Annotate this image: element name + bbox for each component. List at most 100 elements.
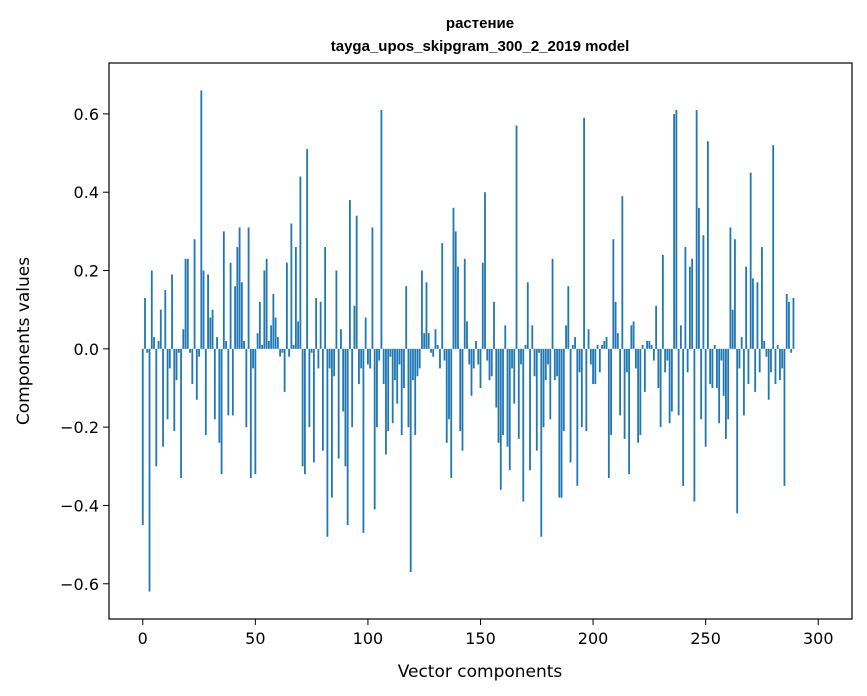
y-tick-label: 0.2 [74,262,99,281]
bar-130 [434,329,437,349]
bar-162 [506,348,509,447]
bar-69 [297,321,300,349]
bar-153 [486,348,489,361]
bar-265 [738,348,741,369]
bar-142 [461,348,464,451]
bar-203 [598,348,601,373]
bar-147 [472,348,475,369]
x-axis-ticks: 0 50 100 150 200 250 300 [138,619,834,648]
bar-266 [740,337,743,349]
bar-144 [466,321,468,349]
bar-128 [430,348,432,353]
bar-187 [562,348,565,432]
bar-237 [675,109,678,349]
bar-188 [565,325,567,349]
bar-207 [607,348,610,479]
bar-283 [779,348,781,381]
bar-166 [515,125,518,349]
bar-268 [745,266,748,349]
bar-212 [619,348,621,416]
y-axis-label: Components values [14,257,34,425]
bar-178 [542,348,545,428]
bar-165 [513,348,516,404]
bar-101 [369,348,372,369]
bar-118 [407,348,410,428]
bar-190 [569,348,572,463]
bar-30 [209,317,212,349]
bar-252 [709,348,712,385]
bar-37 [225,341,227,349]
bar-209 [612,239,615,349]
y-tick-label: −0.4 [60,496,99,515]
bar-288 [790,348,793,353]
bar-263 [734,239,736,349]
bar-228 [655,305,658,349]
bar-2 [146,348,149,353]
x-tick-label: 50 [245,629,265,648]
bar-10 [164,290,167,349]
bar-96 [358,348,360,385]
bar-92 [349,200,351,349]
bar-110 [389,348,392,357]
bar-12 [168,348,171,369]
bar-76 [312,348,315,463]
bar-259 [725,348,727,439]
bar-9 [162,348,164,447]
bar-289 [792,297,795,349]
bar-83 [328,348,331,369]
bar-151 [481,262,484,349]
bar-231 [661,254,664,349]
bar-87 [337,348,340,459]
bar-138 [452,207,455,349]
bar-134 [443,348,446,361]
bar-119 [409,348,412,573]
bar-97 [360,348,363,369]
bar-148 [475,341,477,349]
bar-7 [157,341,160,349]
bar-278 [767,348,770,400]
bar-159 [499,348,502,490]
bar-132 [439,348,441,369]
bar-125 [423,333,426,349]
bar-232 [664,348,667,373]
bar-155 [490,348,493,377]
bar-21 [189,348,191,353]
bar-46 [245,348,248,428]
bar-239 [679,325,682,349]
x-tick-label: 200 [578,629,609,648]
bar-3 [148,348,151,592]
y-tick-label: 0.4 [74,183,99,202]
bar-24 [195,348,198,400]
bar-28 [204,348,207,435]
bar-247 [698,207,700,349]
bar-163 [508,348,511,471]
bar-261 [729,227,732,349]
bar-180 [547,348,549,365]
bar-164 [511,348,513,369]
bar-215 [625,348,628,373]
bar-286 [785,294,788,349]
bar-196 [583,117,585,349]
bar-282 [776,344,779,349]
bar-194 [578,348,581,373]
bar-183 [553,348,556,381]
bar-52 [258,301,261,349]
bar-89 [342,348,345,412]
bar-168 [520,348,522,365]
bar-191 [571,344,574,349]
bar-75 [310,348,313,353]
bar-106 [380,109,383,349]
bar-93 [351,348,354,428]
bar-63 [283,348,286,392]
plot-frame [108,62,853,620]
bar-32 [213,348,216,420]
bar-1 [144,297,146,349]
bar-185 [558,348,561,498]
bar-127 [427,333,430,349]
bar-245 [693,348,696,502]
bar-250 [704,348,707,447]
bar-90 [344,348,347,467]
bar-285 [783,348,786,486]
bar-85 [333,348,336,377]
bar-79 [319,301,322,349]
